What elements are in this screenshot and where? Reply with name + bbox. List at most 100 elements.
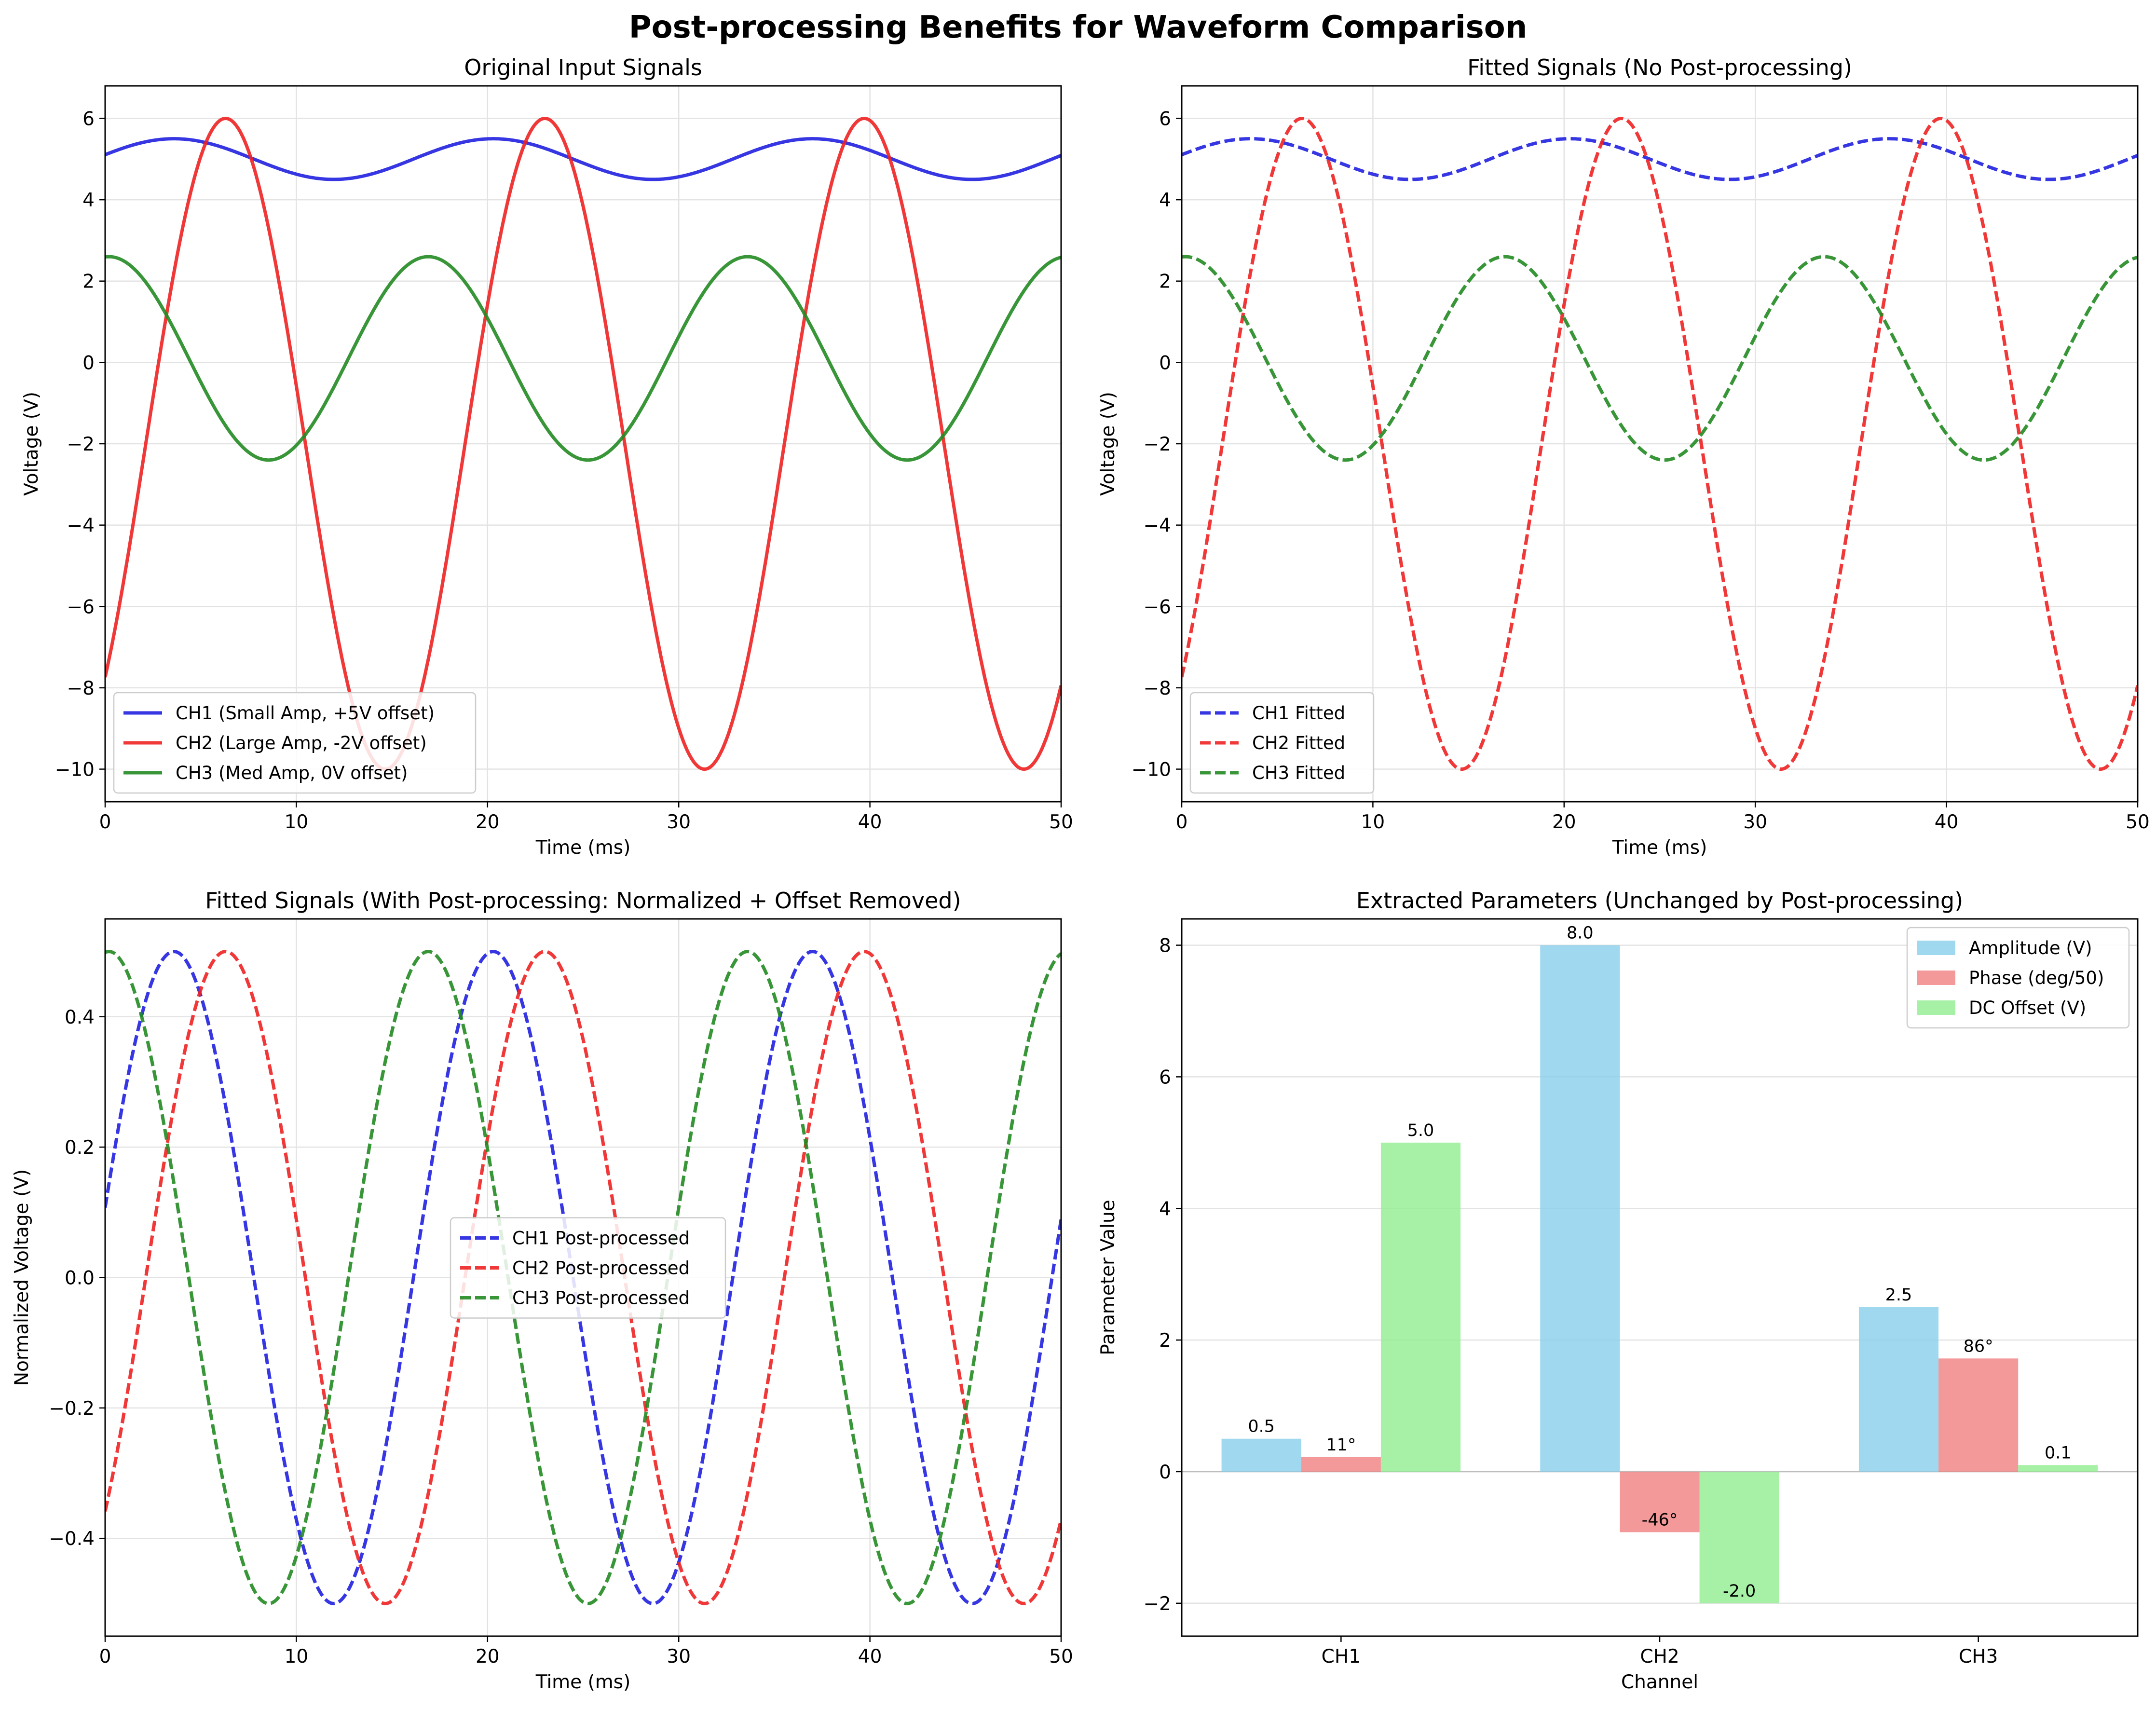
x-tick-label: CH2	[1640, 1646, 1679, 1668]
x-tick-label: CH1	[1322, 1646, 1361, 1668]
x-tick-label: 30	[1743, 811, 1767, 833]
subplot-title: Extracted Parameters (Unchanged by Post-…	[1356, 888, 1963, 914]
y-tick-label: −4	[1144, 515, 1172, 537]
x-tick-label: 0	[99, 811, 111, 833]
x-axis-label: Time (ms)	[1612, 837, 1707, 859]
x-tick-label: 50	[1049, 1646, 1073, 1668]
bar-data-label: -2.0	[1723, 1582, 1756, 1601]
legend-box	[113, 692, 477, 794]
legend-label: CH1 Post-processed	[512, 1228, 690, 1249]
x-axis-label: Time (ms)	[535, 1671, 631, 1693]
legend-label: CH1 (Small Amp, +5V offset)	[176, 703, 435, 724]
series-line-1	[105, 137, 1061, 181]
y-tick-label: 0	[82, 352, 95, 374]
legend-label: Amplitude (V)	[1969, 938, 2092, 958]
y-tick-label: 8	[1159, 935, 1171, 957]
legend-swatch	[1917, 971, 1955, 985]
bar-ch1-1	[1221, 1438, 1301, 1472]
subplot-4: 0.5 8.0 2.5 11° -46° 86° 5.0 -2.0 0.1 CH1 CH2 CH3 −2…	[1097, 888, 2139, 1693]
y-tick-label: −2	[1144, 434, 1172, 455]
bar-ch3-1	[1858, 1307, 1939, 1472]
x-tick-label: CH3	[1959, 1646, 1998, 1668]
legend-box	[1906, 927, 2130, 1029]
series-line-3	[105, 950, 1061, 1605]
y-tick-label: −8	[67, 678, 95, 699]
bar-ch1-2	[1301, 1457, 1381, 1472]
y-tick-label: −10	[55, 759, 95, 781]
y-tick-label: 0.0	[65, 1268, 95, 1289]
x-tick-label: 30	[667, 811, 691, 833]
y-tick-label: 2	[1159, 1330, 1171, 1352]
y-tick-label: 4	[1159, 190, 1171, 211]
series-line-1	[105, 950, 1061, 1605]
y-tick-label: 2	[1159, 271, 1171, 293]
y-axis-label: Voltage (V)	[21, 392, 42, 496]
legend: CH1 Post-processed CH2 Post-processed CH3 …	[450, 1217, 726, 1319]
bar-data-label: 0.1	[2045, 1443, 2072, 1463]
bar-ch2-1	[1540, 945, 1620, 1472]
y-tick-label: 4	[1159, 1198, 1171, 1220]
y-tick-label: 2	[82, 271, 95, 293]
x-axis-label: Channel	[1621, 1671, 1698, 1693]
series-line-3	[1182, 255, 2138, 462]
plot-area	[105, 116, 1061, 771]
subplot-title: Original Input Signals	[464, 55, 702, 81]
series-line-1	[1182, 137, 2138, 181]
x-axis-label: Time (ms)	[535, 837, 631, 859]
bar-ch2-2	[1620, 1471, 1700, 1532]
bar-data-label: 8.0	[1567, 924, 1594, 943]
legend-box	[1189, 692, 1375, 794]
legend-label: CH3 Fitted	[1252, 763, 1345, 783]
subplot-2: 0 10 20 30 40 50 −10 −8 −6 −4 −2 0 2 4 6 Fitted Signals…	[1097, 55, 2150, 859]
y-tick-label: −8	[1144, 678, 1172, 699]
x-tick-label: 20	[476, 811, 500, 833]
legend-label: CH1 Fitted	[1252, 703, 1345, 724]
bar-ch3-2	[1938, 1358, 2019, 1472]
x-tick-label: 30	[667, 1646, 691, 1668]
subplot-1: 0 10 20 30 40 50 −10 −8 −6 −4 −2 0 2 4 6 Original Input…	[21, 55, 1073, 859]
bar-data-label: -46°	[1642, 1510, 1678, 1530]
bar-data-label: 5.0	[1407, 1121, 1434, 1140]
x-tick-label: 10	[285, 811, 309, 833]
y-tick-label: −6	[67, 596, 95, 618]
bar-data-label: 11°	[1326, 1436, 1356, 1455]
legend-swatch	[1917, 1000, 1955, 1015]
x-tick-label: 40	[858, 811, 882, 833]
y-tick-label: 0	[1159, 1462, 1171, 1483]
series-line-2	[105, 950, 1061, 1605]
bar-ch1-3	[1380, 1142, 1461, 1472]
y-tick-label: −0.2	[49, 1398, 95, 1420]
y-tick-label: 4	[82, 190, 95, 211]
subplot-title: Fitted Signals (With Post-processing: No…	[205, 888, 961, 914]
legend-label: CH2 (Large Amp, -2V offset)	[176, 733, 427, 753]
subplot-3: 0 10 20 30 40 50 −0.4 −0.2 0.0 0.2 0.4 Fitted Signa…	[11, 888, 1073, 1693]
bar-data-label: 0.5	[1248, 1417, 1275, 1436]
bar-data-label: 86°	[1964, 1337, 1993, 1356]
legend-label: DC Offset (V)	[1969, 998, 2086, 1018]
legend-label: CH3 (Med Amp, 0V offset)	[176, 763, 408, 783]
legend-label: CH2 Fitted	[1252, 733, 1345, 753]
y-axis-label: Parameter Value	[1097, 1200, 1119, 1355]
x-tick-label: 0	[99, 1646, 111, 1668]
x-tick-label: 20	[1552, 811, 1576, 833]
y-tick-label: 6	[1159, 108, 1171, 130]
legend-label: Phase (deg/50)	[1969, 968, 2104, 988]
y-tick-label: −10	[1132, 759, 1171, 781]
series-line-2	[1182, 116, 2138, 771]
bar-ch3-3	[2018, 1465, 2098, 1472]
y-tick-label: 0.2	[65, 1137, 95, 1159]
x-tick-label: 20	[476, 1646, 500, 1668]
y-tick-label: −2	[67, 434, 95, 455]
legend-label: CH2 Post-processed	[512, 1258, 690, 1279]
y-tick-label: 6	[82, 108, 95, 130]
y-tick-label: −2	[1144, 1593, 1172, 1615]
y-tick-label: 0	[1159, 352, 1171, 374]
bar-ch2-3	[1699, 1471, 1779, 1603]
y-tick-label: −6	[1144, 596, 1172, 618]
series-line-3	[105, 255, 1061, 462]
x-tick-label: 10	[1361, 811, 1385, 833]
y-axis-label: Normalized Voltage (V)	[11, 1169, 33, 1386]
figure-title: Post-processing Benefits for Waveform Co…	[629, 10, 1528, 45]
plot-area	[105, 950, 1061, 1605]
